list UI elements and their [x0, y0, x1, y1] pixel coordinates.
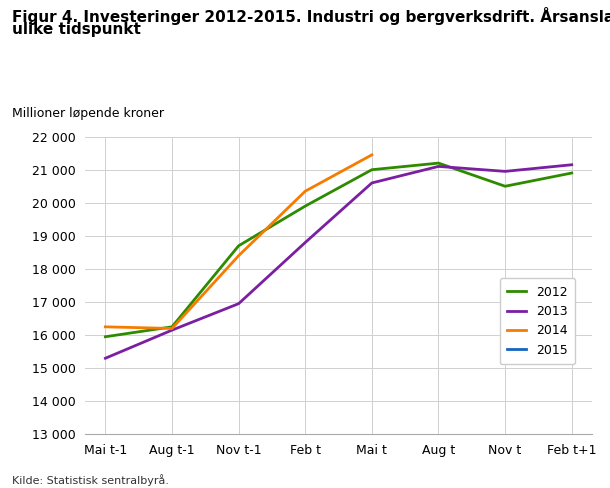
Text: Kilde: Statistisk sentralbyrå.: Kilde: Statistisk sentralbyrå.	[12, 474, 169, 486]
2013	[168, 327, 176, 333]
Line: 2013: 2013	[106, 165, 572, 358]
2013	[102, 355, 109, 361]
Line: 2012: 2012	[106, 163, 572, 337]
Legend: 2012, 2013, 2014, 2015: 2012, 2013, 2014, 2015	[500, 278, 575, 364]
2013	[501, 168, 509, 174]
2013	[301, 240, 309, 245]
2012	[168, 324, 176, 330]
Text: Millioner løpende kroner: Millioner løpende kroner	[12, 106, 164, 120]
2012	[368, 167, 376, 173]
2014	[301, 188, 309, 194]
2013	[568, 162, 575, 168]
2012	[435, 160, 442, 166]
2012	[235, 243, 242, 249]
Text: ulike tidspunkt: ulike tidspunkt	[12, 22, 141, 37]
2014	[235, 253, 242, 259]
2013	[435, 163, 442, 169]
2012	[501, 183, 509, 189]
2012	[568, 170, 575, 176]
2012	[102, 334, 109, 340]
2014	[168, 325, 176, 331]
Line: 2014: 2014	[106, 155, 372, 328]
2014	[102, 324, 109, 330]
2012	[301, 203, 309, 209]
2014	[368, 152, 376, 158]
Text: Figur 4. Investeringer 2012-2015. Industri og bergverksdrift. Årsanslag gitt på: Figur 4. Investeringer 2012-2015. Indust…	[12, 7, 610, 25]
2013	[235, 301, 242, 306]
2013	[368, 180, 376, 186]
